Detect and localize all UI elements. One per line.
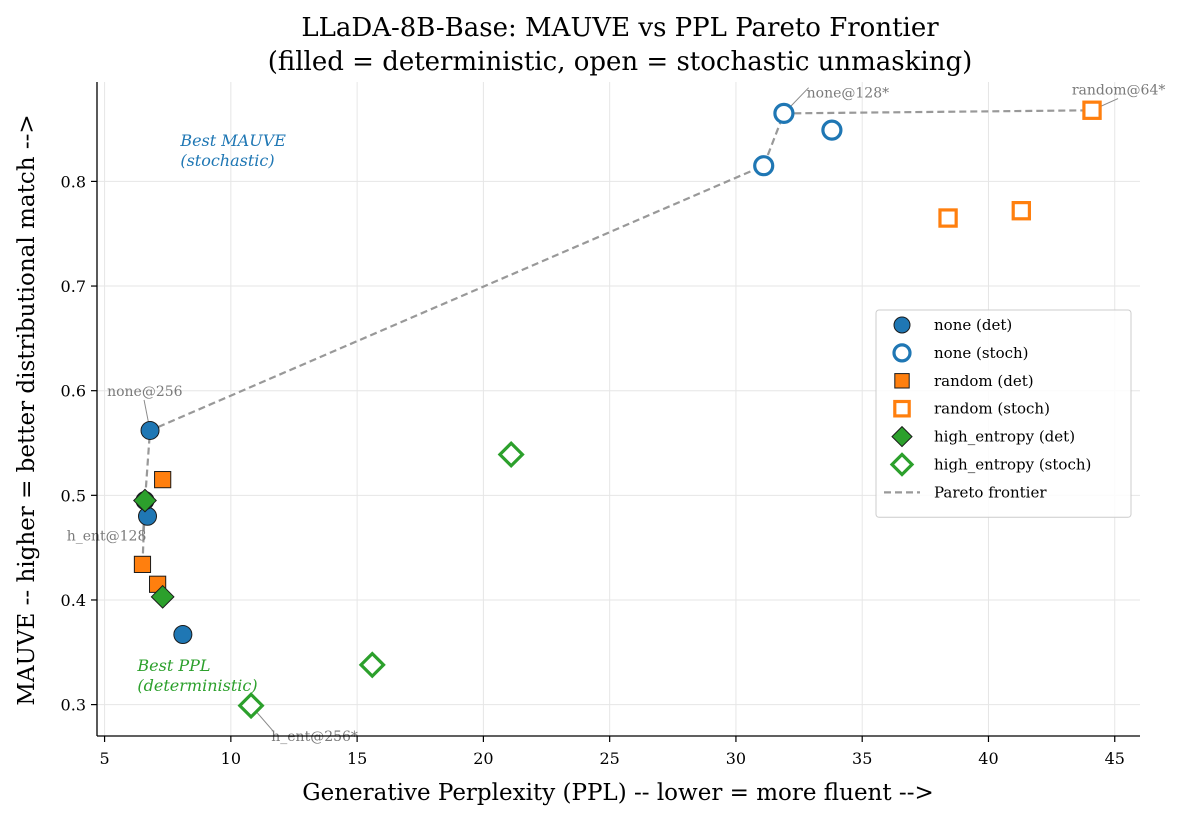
y-tick-label: 0.6 xyxy=(61,382,86,401)
y-tick-label: 0.5 xyxy=(61,486,86,505)
none-stoch-point xyxy=(821,119,843,141)
legend-label: random (det) xyxy=(934,372,1034,390)
random-det-point xyxy=(133,555,152,573)
pareto-frontier-line xyxy=(141,109,1093,565)
x-tick-label: 30 xyxy=(726,749,746,768)
legend-marker-random-det xyxy=(894,373,910,389)
annotation-label: none@256 xyxy=(107,384,183,400)
x-tick-label: 35 xyxy=(852,749,872,768)
y-tick-label: 0.8 xyxy=(61,172,86,191)
legend-label: none (stoch) xyxy=(934,344,1029,362)
legend-label: high_entropy (stoch) xyxy=(934,456,1091,474)
chart-note-line: Best PPL xyxy=(136,656,210,675)
none-det-point xyxy=(173,624,193,644)
high-entropy-stoch-point xyxy=(358,651,386,679)
none-det-point xyxy=(140,420,160,440)
data-points xyxy=(133,100,1102,720)
chart-subtitle: (filled = deterministic, open = stochast… xyxy=(268,47,973,77)
legend-marker-high-entropy-stoch xyxy=(889,452,915,477)
legend-marker-none-det xyxy=(893,316,911,334)
x-tick-label: 5 xyxy=(99,749,109,768)
annotation-labels: none@256 h_ent@128 none@128* random@64* h_en… xyxy=(67,83,1166,746)
legend-label: random (stoch) xyxy=(934,400,1050,418)
legend-label: high_entropy (det) xyxy=(934,428,1075,446)
axes xyxy=(91,82,1140,742)
legend-marker-high-entropy-det xyxy=(891,425,913,448)
legend-label: Pareto frontier xyxy=(934,483,1047,501)
chart-notes: Best MAUVE(stochastic) Best PPL(determini… xyxy=(136,131,286,695)
high-entropy-det-point xyxy=(133,488,157,513)
x-tick-label: 20 xyxy=(473,749,493,768)
x-tick-label: 10 xyxy=(221,749,241,768)
legend: none (det) none (stoch) random (det) random… xyxy=(875,309,1132,518)
tick-labels: 5 10 15 20 25 30 35 40 45 0.3 0.4 0.5 0.6 0.7 0.8 xyxy=(61,172,1125,768)
high-entropy-det-point xyxy=(150,584,175,609)
annotation-label: h_ent@128 xyxy=(67,528,147,544)
none-stoch-point xyxy=(773,102,795,124)
legend-marker-random-stoch xyxy=(893,399,911,418)
frontier-polyline xyxy=(141,109,1093,565)
random-det-point xyxy=(154,471,172,489)
x-tick-label: 25 xyxy=(599,749,619,768)
random-stoch-point xyxy=(1011,201,1032,221)
x-axis-label: Generative Perplexity (PPL) -- lower = m… xyxy=(302,780,934,806)
none-stoch-point xyxy=(753,155,775,177)
y-axis-label: MAUVE -- higher = better distributional … xyxy=(14,114,40,705)
x-tick-label: 45 xyxy=(1105,749,1125,768)
y-tick-label: 0.7 xyxy=(61,277,86,296)
x-tick-label: 15 xyxy=(347,749,367,768)
x-tick-label: 40 xyxy=(978,749,998,768)
chart-note-line: Best MAUVE xyxy=(179,131,286,150)
legend-box xyxy=(875,309,1132,518)
high-entropy-stoch-point xyxy=(497,441,525,469)
annotation-label: random@64* xyxy=(1072,83,1166,99)
chart-title: LLaDA-8B-Base: MAUVE vs PPL Pareto Front… xyxy=(301,13,939,43)
high-entropy-stoch-point xyxy=(237,692,265,720)
chart-note-line: (deterministic) xyxy=(137,676,257,695)
y-tick-label: 0.4 xyxy=(61,591,86,610)
legend-marker-none-stoch xyxy=(892,343,912,363)
random-stoch-point xyxy=(1082,100,1102,120)
legend-label: none (det) xyxy=(934,316,1012,334)
annotation-label: none@128* xyxy=(807,86,889,102)
chart-note-line: (stochastic) xyxy=(180,151,274,170)
y-tick-label: 0.3 xyxy=(61,696,86,715)
random-stoch-point xyxy=(938,208,958,228)
annotation-label: h_ent@256* xyxy=(271,729,358,745)
